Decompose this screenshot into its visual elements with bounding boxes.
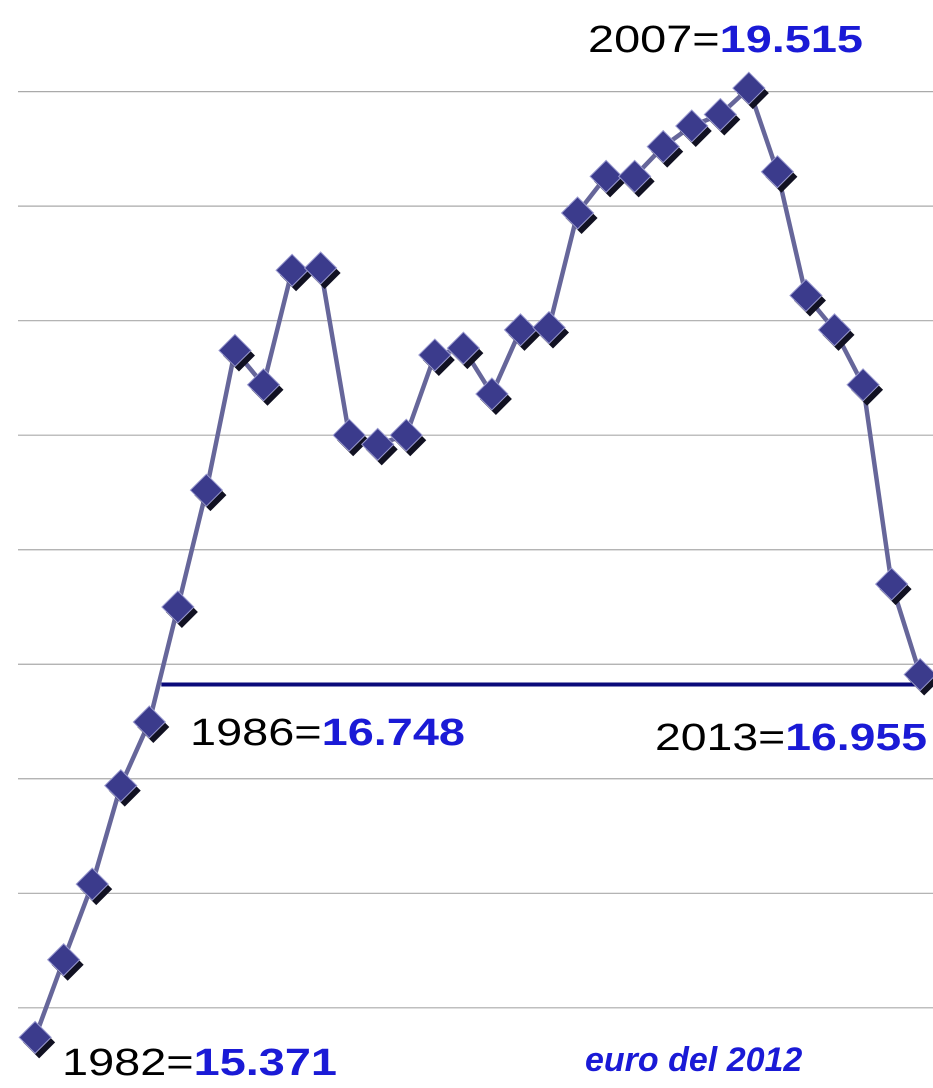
marker [446, 331, 481, 365]
annotation: 1986= 16.748 [190, 712, 465, 754]
annotation-number: 19.515 [720, 19, 863, 61]
marker [246, 368, 281, 402]
marker [817, 313, 852, 347]
marker [389, 418, 423, 452]
marker [132, 705, 167, 739]
marker [275, 253, 309, 287]
annotation: 2007= 19.515 [588, 19, 863, 61]
annotation-prefix: 2013= [655, 717, 785, 759]
marker [189, 473, 224, 507]
marker [475, 377, 509, 411]
marker [75, 867, 109, 901]
annotation-prefix: 1986= [190, 712, 322, 754]
marker [332, 418, 366, 452]
footnote: euro del 2012 [585, 1041, 802, 1079]
marker [760, 155, 795, 189]
marker [646, 129, 680, 164]
annotation-number: 15.371 [194, 1042, 337, 1084]
marker [617, 159, 652, 194]
annotation: 2013= 16.955 [655, 717, 927, 759]
marker [846, 368, 880, 402]
marker [703, 97, 738, 132]
marker [218, 333, 252, 368]
marker [903, 657, 933, 692]
data-line [33, 84, 923, 1039]
marker [161, 590, 195, 624]
marker [532, 310, 566, 345]
marker [46, 943, 81, 977]
annotation-prefix: 1982= [62, 1042, 194, 1084]
annotation-number: 16.955 [785, 717, 927, 759]
marker [418, 338, 452, 372]
marker [732, 71, 766, 105]
marker [303, 251, 338, 285]
marker [560, 196, 595, 230]
annotation-number: 16.748 [322, 712, 465, 754]
marker [104, 768, 138, 803]
marker [675, 109, 709, 143]
marker [789, 278, 823, 313]
marker [503, 313, 538, 347]
marker [361, 427, 395, 462]
annotation: 1982= 15.371 [62, 1042, 337, 1084]
annotation-prefix: 2007= [588, 19, 720, 61]
marker [589, 159, 623, 194]
marker [18, 1020, 52, 1055]
marker [874, 567, 909, 601]
